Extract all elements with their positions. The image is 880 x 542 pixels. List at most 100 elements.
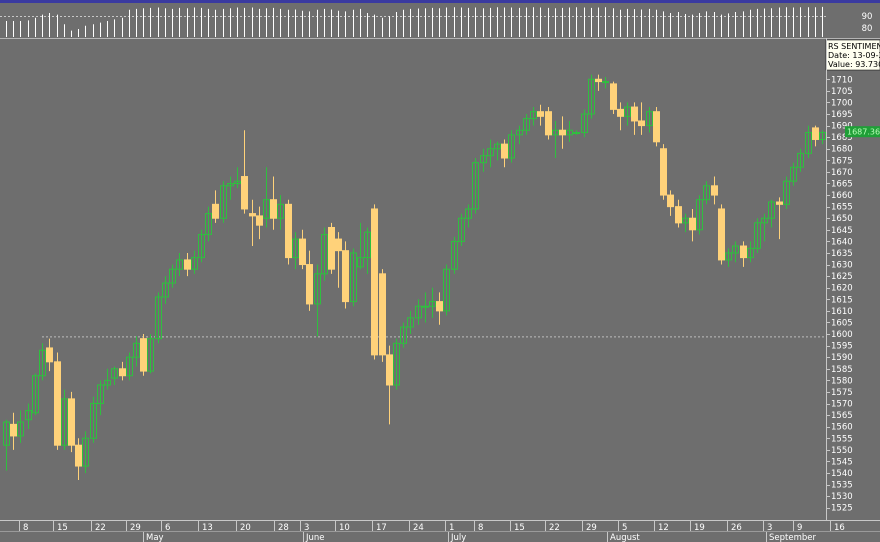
month-label: June (305, 533, 325, 542)
x-tick-label: 1 (449, 523, 454, 533)
indicator-tooltip-name: RS SENTIMENT (828, 42, 880, 51)
y-tick-label: 1705 (831, 87, 853, 97)
x-tick-label: 24 (413, 523, 424, 533)
month-label: August (610, 533, 640, 542)
indicator-panel-background (0, 0, 828, 38)
y-tick-label: 1540 (831, 469, 853, 479)
indicator-tooltip: RS SENTIMENT Date: 13-09-20 Value: 93.73… (825, 39, 880, 71)
x-tick-label: 3 (767, 523, 772, 533)
candle-body (443, 268, 450, 312)
candle-body (523, 118, 530, 131)
x-tick-label: 20 (240, 523, 251, 533)
y-tick-label: 1525 (831, 504, 853, 514)
candle-body (61, 398, 68, 446)
candle-body (805, 132, 812, 154)
candle-body (689, 217, 696, 231)
y-tick-label: 1535 (831, 481, 853, 491)
candle-body (776, 201, 783, 205)
candle-body (718, 208, 725, 261)
candle-body (357, 257, 364, 268)
y-tick-label: 1645 (831, 226, 853, 236)
candle-body (133, 342, 140, 358)
candle-body (184, 259, 191, 270)
candle-body (270, 199, 277, 219)
x-tick-label: 15 (514, 523, 525, 533)
x-tick-label: 22 (95, 523, 106, 533)
x-tick-label: 13 (202, 523, 213, 533)
candle-body (559, 129, 566, 136)
candle-body (783, 180, 790, 205)
candle-body (595, 78, 602, 83)
candle-body (314, 273, 321, 305)
candle-body (234, 180, 241, 184)
y-tick-label: 1635 (831, 249, 853, 259)
candle-body (797, 152, 804, 168)
candle-body (104, 379, 111, 386)
candle-body (638, 120, 645, 127)
candle-body (292, 238, 299, 259)
candle-body (494, 143, 501, 150)
x-tick-label: 3 (304, 523, 309, 533)
x-tick-label: 22 (549, 523, 560, 533)
candle-body (393, 342, 400, 386)
y-tick-label: 1585 (831, 365, 853, 375)
candle-body (176, 259, 183, 270)
candle-body (653, 111, 660, 143)
y-tick-label: 1675 (831, 156, 853, 166)
candle-body (90, 403, 97, 439)
y-tick-label: 1610 (831, 307, 853, 317)
indicator-axis-label-90: 90 (862, 12, 873, 22)
candle-body (379, 273, 386, 356)
x-tick-label: 17 (376, 523, 387, 533)
x-tick-label: 19 (694, 523, 705, 533)
candle-body (812, 127, 819, 140)
y-tick-label: 1670 (831, 168, 853, 178)
candle-body (545, 111, 552, 136)
candle-body (3, 421, 10, 446)
candle-body (306, 264, 313, 305)
y-tick-label: 1565 (831, 411, 853, 421)
candle-body (321, 233, 328, 275)
candle-body (119, 368, 126, 377)
candle-body (660, 148, 667, 196)
y-tick-label: 1655 (831, 203, 853, 213)
candle-body (263, 199, 270, 219)
indicator-tooltip-date: Date: 13-09-20 (828, 51, 880, 60)
y-tick-label: 1665 (831, 179, 853, 189)
y-tick-label: 1590 (831, 353, 853, 363)
y-tick-label: 1550 (831, 446, 853, 456)
x-tick-label: 29 (586, 523, 597, 533)
y-tick-label: 1710 (831, 75, 853, 85)
candle-body (97, 384, 104, 405)
candle-body (725, 252, 732, 261)
candle-body (227, 182, 234, 187)
y-tick-label: 1625 (831, 272, 853, 282)
last-price-marker: 1687.36 (845, 126, 880, 138)
y-tick-label: 1555 (831, 434, 853, 444)
y-tick-label: 1620 (831, 284, 853, 294)
x-tick-label: 29 (130, 523, 141, 533)
candle-body (675, 206, 682, 224)
y-tick-label: 1690 (831, 122, 853, 132)
candle-body (436, 301, 443, 312)
candle-body (342, 250, 349, 303)
candle-body (588, 78, 595, 115)
candle-body (682, 217, 689, 224)
indicator-axis-label-80: 80 (862, 24, 873, 34)
indicator-bars (6, 6, 823, 37)
candle-body (610, 83, 617, 110)
month-label: May (146, 533, 164, 542)
candle-body (335, 238, 342, 252)
candle-body (364, 231, 371, 259)
x-tick-label: 12 (658, 523, 669, 533)
candle-body (249, 213, 256, 217)
x-tick-label: 10 (339, 523, 350, 533)
y-tick-label: 1650 (831, 214, 853, 224)
candle-body (581, 113, 588, 134)
candle-body (516, 129, 523, 136)
candle-body (386, 354, 393, 386)
y-tick-label: 1605 (831, 318, 853, 328)
candle-body (68, 398, 75, 446)
month-label: September (769, 533, 816, 542)
